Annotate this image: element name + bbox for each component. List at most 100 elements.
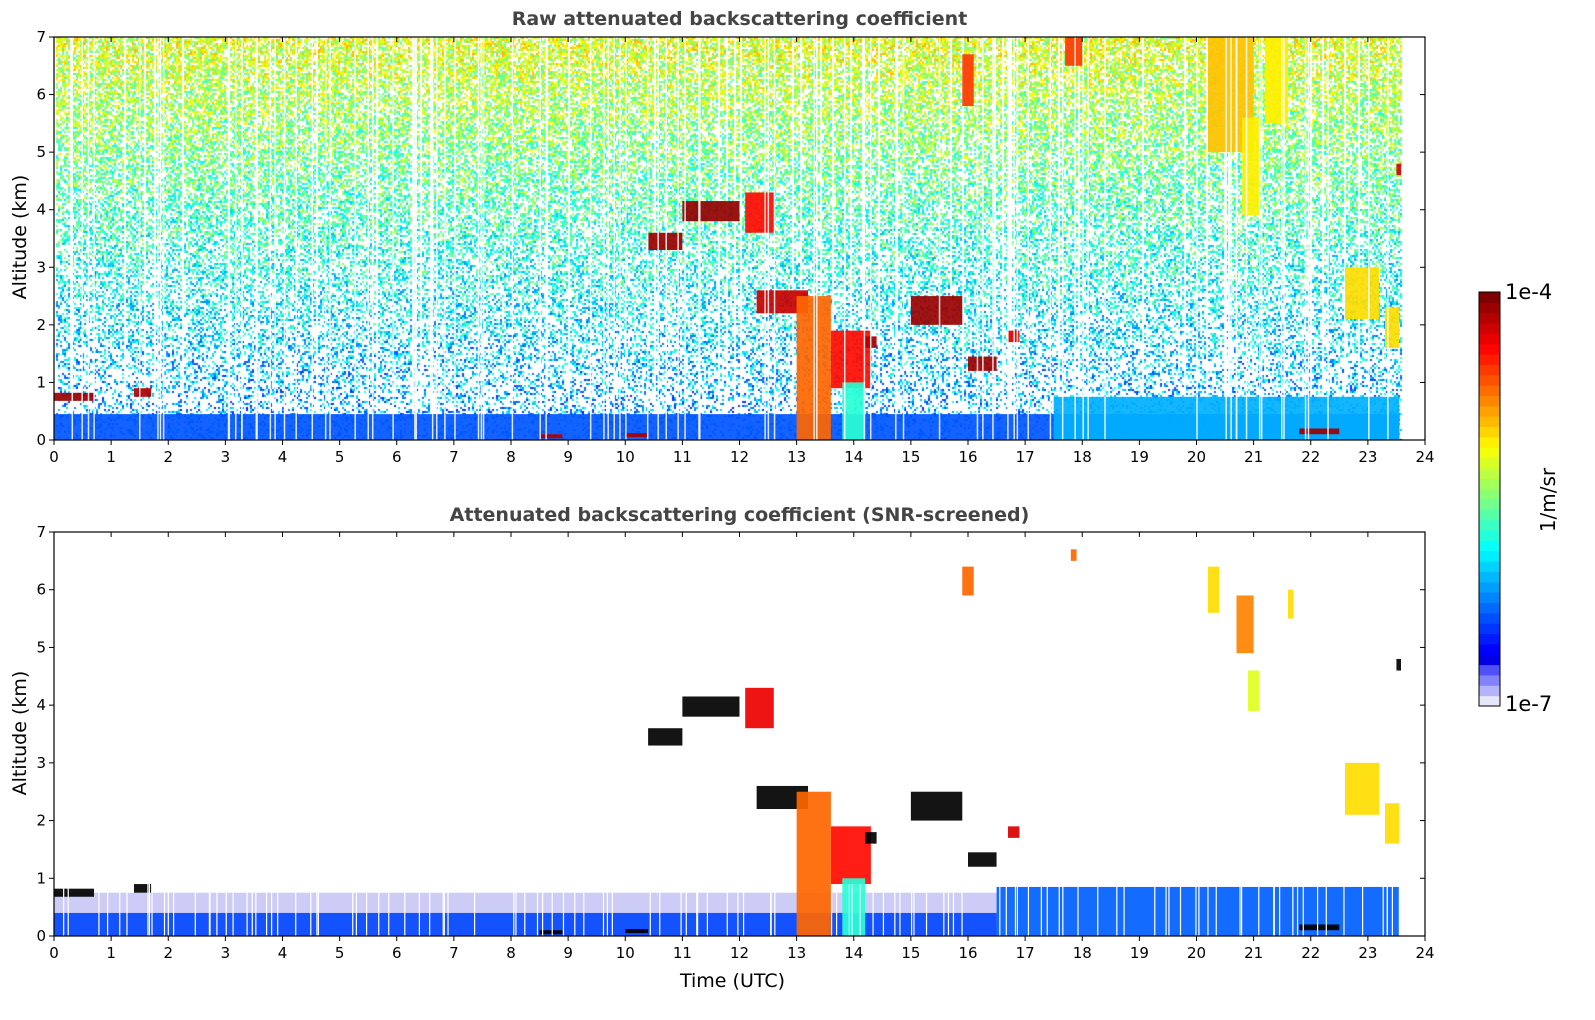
data-gap-line	[1239, 884, 1241, 936]
data-gap-line	[1104, 37, 1106, 440]
data-gap-line	[830, 884, 833, 936]
colorbar-segment	[1479, 643, 1500, 655]
data-gap-line	[87, 37, 90, 440]
data-gap-line	[1302, 884, 1304, 936]
data-gap-line	[139, 37, 141, 440]
y-tick-label: 5	[36, 638, 46, 656]
data-gap-line	[266, 884, 268, 936]
heatmap-feature-cirrus	[962, 54, 974, 107]
data-gap-line	[429, 884, 431, 936]
data-gap-line	[162, 37, 165, 440]
data-gap-line	[1074, 37, 1076, 440]
data-gap-line	[173, 884, 175, 936]
data-gap-line	[665, 37, 667, 440]
bottom-heatmap-canvas	[54, 532, 1425, 936]
data-gap-line	[443, 884, 445, 936]
heatmap-feature-cloud	[1385, 803, 1400, 844]
heatmap-feature-low-cloud	[133, 884, 152, 893]
x-tick-label: 3	[221, 448, 231, 466]
x-tick-label: 16	[958, 944, 977, 962]
data-gap-line	[1260, 37, 1263, 440]
data-gap-line	[98, 884, 100, 936]
colorbar-segment	[1479, 561, 1500, 572]
data-gap-line	[1077, 884, 1079, 936]
colorbar-segment	[1479, 343, 1500, 355]
heatmap-feature-ground-echo	[625, 433, 649, 438]
data-gap-line	[414, 37, 416, 440]
data-gap-line	[947, 884, 950, 936]
colorbar-segment	[1479, 333, 1500, 345]
y-tick-label: 6	[36, 86, 46, 104]
data-gap-line	[976, 37, 979, 440]
data-gap-line	[316, 884, 318, 936]
data-gap-line	[355, 884, 357, 936]
data-gap-line	[542, 884, 544, 936]
x-tick-label: 0	[49, 944, 59, 962]
data-gap-line	[925, 884, 928, 936]
data-gap-line	[234, 37, 237, 440]
data-gap-line	[480, 37, 483, 440]
data-gap-line	[859, 884, 861, 936]
colorbar-min-label: 1e-7	[1505, 692, 1553, 716]
heatmap-feature-cloud	[910, 296, 963, 325]
heatmap-feature-mid-cloud	[648, 728, 683, 746]
data-gap-line	[545, 37, 547, 440]
data-gap-line	[1027, 37, 1029, 440]
data-gap-line	[1386, 884, 1388, 936]
heatmap-feature-cloud	[968, 852, 997, 867]
data-gap-line	[649, 884, 651, 936]
colorbar-segment	[1479, 395, 1500, 407]
x-tick-label: 13	[787, 448, 806, 466]
data-gap-line	[352, 884, 354, 936]
heatmap-feature-convective-column	[830, 826, 871, 885]
data-gap-line	[764, 37, 766, 440]
data-gap-line	[1027, 884, 1030, 936]
x-tick-label: 20	[1187, 944, 1206, 962]
data-gap-line	[513, 884, 515, 936]
colorbar-segment	[1479, 426, 1500, 438]
data-gap-line	[536, 884, 539, 936]
data-gap-line	[698, 37, 700, 440]
data-gap-line	[283, 37, 286, 440]
y-tick-label: 0	[36, 431, 46, 449]
x-tick-label: 6	[392, 448, 402, 466]
data-gap-line	[126, 884, 128, 936]
heatmap-feature-cloud	[1396, 163, 1402, 176]
heatmap-feature-mid-cloud	[648, 232, 683, 251]
data-gap-line	[685, 884, 687, 936]
x-tick-label: 6	[392, 944, 402, 962]
data-gap-line	[1049, 37, 1052, 440]
data-gap-line	[696, 884, 699, 936]
colorbar-segment	[1479, 354, 1500, 365]
heatmap-feature-cirrus	[962, 566, 974, 596]
data-gap-line	[869, 37, 872, 440]
data-gap-line	[1123, 884, 1125, 936]
data-gap-line	[680, 884, 682, 936]
data-gap-line	[774, 884, 776, 936]
data-gap-line	[163, 884, 166, 936]
heatmap-feature-cirrus	[1242, 117, 1260, 216]
data-gap-line	[251, 884, 253, 936]
data-gap-line	[444, 37, 446, 440]
colorbar-segment	[1479, 623, 1500, 635]
heatmap-feature-mid-cloud	[745, 687, 774, 729]
data-gap-line	[241, 37, 243, 440]
colorbar-segment	[1479, 436, 1500, 448]
x-tick-label: 21	[1244, 944, 1263, 962]
y-tick-label: 2	[36, 812, 46, 830]
heatmap-feature-cirrus	[1065, 37, 1083, 66]
data-gap-line	[1273, 884, 1275, 936]
data-gap-line	[93, 37, 95, 440]
data-gap-line	[1168, 884, 1170, 936]
heatmap-feature-cloud	[1345, 762, 1380, 815]
colorbar-segment	[1479, 674, 1500, 686]
data-gap-line	[1046, 884, 1048, 936]
data-gap-line	[1179, 884, 1182, 936]
data-gap-line	[511, 37, 514, 440]
x-tick-label: 8	[506, 944, 516, 962]
y-tick-label: 0	[36, 927, 46, 945]
data-gap-line	[992, 37, 994, 440]
data-gap-line	[404, 884, 406, 936]
data-gap-line	[961, 884, 963, 936]
data-gap-line	[737, 884, 739, 936]
